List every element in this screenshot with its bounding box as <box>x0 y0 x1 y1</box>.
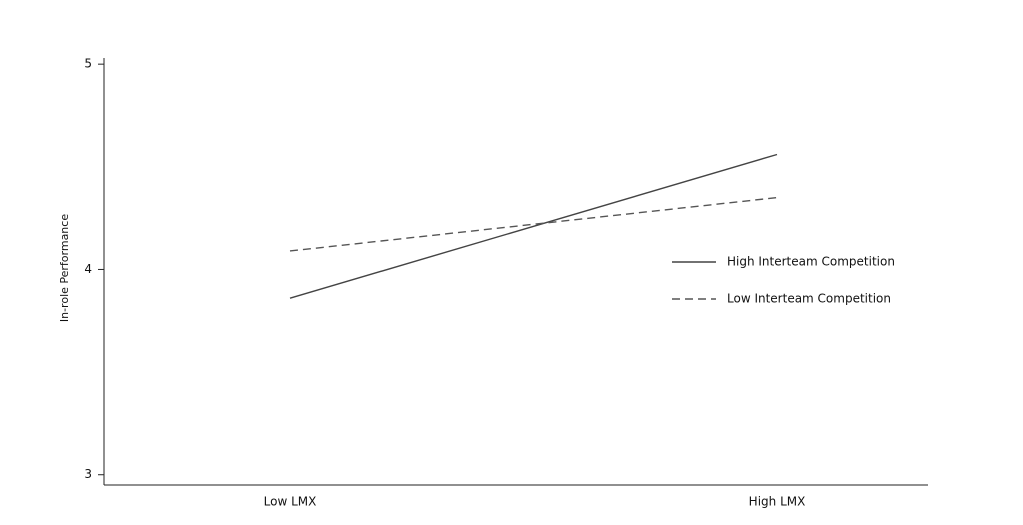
y-tick-label: 4 <box>84 262 92 276</box>
y-tick-label: 5 <box>84 57 92 71</box>
y-tick-label: 3 <box>84 467 92 481</box>
x-tick-label: High LMX <box>749 495 806 509</box>
legend-label: High Interteam Competition <box>727 255 895 269</box>
legend-label: Low Interteam Competition <box>727 292 891 306</box>
data-line <box>289 196 778 252</box>
x-tick-label: Low LMX <box>264 495 317 509</box>
data-line <box>289 153 778 299</box>
y-axis-title: In-role Performance <box>58 214 71 322</box>
